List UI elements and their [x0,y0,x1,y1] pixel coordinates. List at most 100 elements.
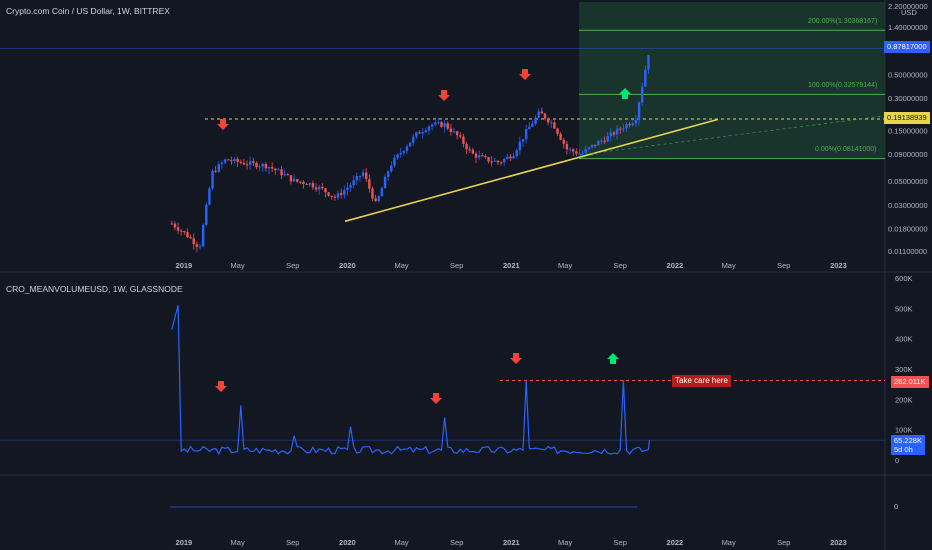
green-up-arrow [607,353,619,364]
time-axis-tick: 2019 [176,538,193,547]
volume-axis-tick: 400K [895,335,913,344]
time-axis-tick: 2020 [339,261,356,270]
price-candle [230,160,233,162]
price-candle [562,139,565,144]
time-axis-tick: May [558,538,572,547]
price-candle [214,170,217,172]
price-candle [440,122,443,127]
price-candle [531,123,534,127]
level-volume-badge: 262.011K [891,376,929,388]
price-candle [455,131,459,136]
time-axis-tick: 2020 [339,538,356,547]
price-candle [434,122,437,125]
red-down-arrow [510,353,522,364]
time-axis-tick: 2023 [830,538,847,547]
time-axis-tick: Sep [777,538,790,547]
price-candle [603,140,606,142]
time-axis-tick: 2021 [503,261,520,270]
time-axis-tick: Sep [614,261,627,270]
price-candle [484,156,487,158]
price-candle [233,158,236,162]
price-candle [628,124,631,126]
price-candle [302,182,305,184]
price-axis-tick: 0.03000000 [888,201,928,210]
price-candle [412,136,415,143]
last-price-badge: 0.87817000 [884,41,930,53]
price-candle [377,196,380,202]
price-candle [396,154,399,158]
price-candle [565,143,569,150]
price-candle [609,132,613,137]
time-axis-tick: May [395,538,409,547]
price-candle [647,55,650,70]
price-candle [383,177,387,189]
price-candle [236,158,239,163]
price-candle [189,237,192,239]
time-axis-tick: May [558,261,572,270]
price-candle [452,131,456,133]
price-candle [173,223,177,228]
price-candle [543,113,547,119]
price-candle [468,149,471,151]
price-candle [590,144,594,148]
red-down-arrow [519,69,531,80]
price-candle [421,132,424,134]
price-candle [427,126,431,131]
red-down-arrow [430,393,442,404]
price-candle [499,162,503,164]
price-candle [277,169,280,171]
volume-axis-tick: 600K [895,274,913,283]
price-candle [352,180,355,186]
volume-countdown: 5d 0h [894,445,913,454]
price-candle [437,122,440,124]
price-candle [333,196,337,198]
price-candle [418,132,421,134]
price-candle [211,170,214,189]
price-axis-tick: 0.01800000 [888,224,928,233]
price-candle [239,162,242,164]
price-candle [176,227,180,231]
price-candle [299,181,302,183]
price-candle [186,232,189,238]
price-candle [474,153,478,158]
price-candle [528,126,531,130]
price-candle [327,192,330,196]
price-candle [446,123,449,129]
time-axis-tick: May [395,261,409,270]
price-candle [258,166,261,168]
time-axis-tick: May [722,261,736,270]
volume-axis-tick: 200K [895,395,913,404]
time-axis-tick: May [231,538,245,547]
price-candle [198,246,202,248]
price-candle [575,151,578,154]
volume-axis-tick: 0 [895,456,899,465]
time-axis-tick: 2019 [176,261,193,270]
price-candle [631,123,634,126]
price-candle [465,144,468,150]
main-pane-title: Crypto.com Coin / US Dollar, 1W, BITTREX [6,6,170,16]
price-candle [311,183,315,188]
price-candle [587,147,591,150]
price-candle [550,122,553,124]
price-candle [365,172,368,180]
price-axis-tick: 0.05000000 [888,177,928,186]
price-candle [183,231,186,233]
price-candle [581,152,584,154]
price-candle [264,163,268,169]
price-candle [361,172,365,177]
price-candle [612,132,616,135]
price-candle [471,149,475,154]
price-candle [506,156,509,160]
price-candle [496,160,500,163]
price-candle [274,168,277,171]
price-candle [600,140,603,142]
price-candle [537,111,540,118]
time-axis-tick: 2022 [667,261,684,270]
price-candle [267,167,271,169]
price-candle [625,124,628,129]
price-candle [619,128,622,130]
price-candle [521,139,525,142]
price-candle [380,188,384,197]
price-candle [308,183,311,185]
